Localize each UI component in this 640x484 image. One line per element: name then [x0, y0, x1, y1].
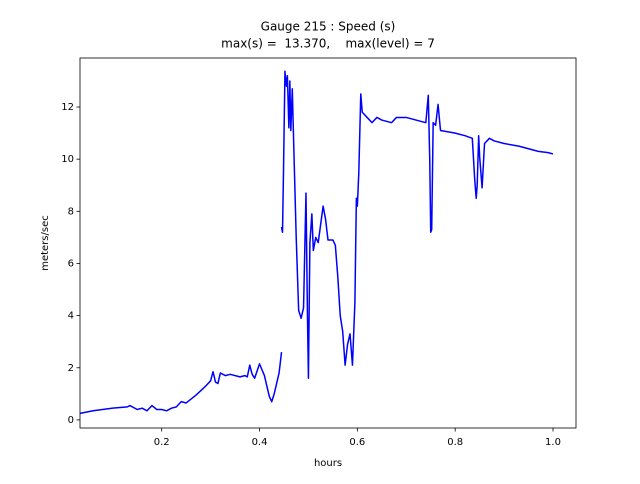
- y-tick-label: 0: [68, 415, 74, 426]
- y-tick-label: 10: [61, 154, 74, 165]
- y-tick-label: 6: [68, 258, 74, 269]
- x-tick-label: 0.8: [447, 437, 463, 448]
- plot-frame: [79, 57, 577, 429]
- data-line: [79, 70, 554, 415]
- chart-title: Gauge 215 : Speed (s): [261, 20, 396, 34]
- y-tick-label: 4: [68, 311, 74, 322]
- x-tick-label: 0.2: [154, 437, 170, 448]
- chart-subtitle: max(s) = 13.370, max(level) = 7: [221, 37, 435, 51]
- x-tick-label: 0.4: [252, 437, 268, 448]
- y-tick-label: 8: [68, 206, 74, 217]
- x-tick-label: 1.0: [545, 437, 561, 448]
- y-axis-label: meters/sec: [40, 215, 51, 271]
- x-tick-label: 0.6: [349, 437, 365, 448]
- x-axis-label: hours: [314, 458, 342, 469]
- y-tick-label: 12: [61, 102, 74, 113]
- y-tick-label: 2: [68, 363, 74, 374]
